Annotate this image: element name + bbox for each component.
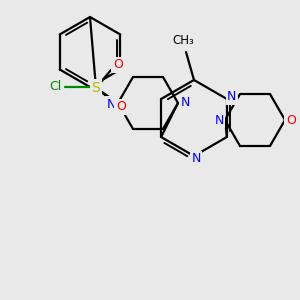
Text: O: O — [286, 113, 296, 127]
Text: S: S — [92, 81, 100, 95]
Text: O: O — [113, 58, 123, 71]
Text: N: N — [191, 152, 201, 166]
Text: N: N — [106, 98, 116, 110]
Text: CH₃: CH₃ — [172, 34, 194, 46]
Text: N: N — [180, 95, 190, 109]
Text: N: N — [214, 113, 224, 127]
Text: Cl: Cl — [49, 80, 61, 94]
Text: O: O — [116, 100, 126, 113]
Text: N: N — [227, 91, 237, 103]
